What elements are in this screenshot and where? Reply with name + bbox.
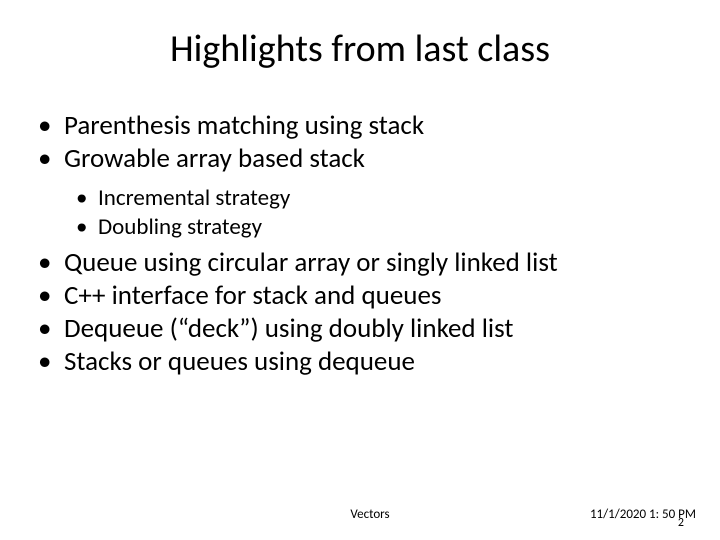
bullet-list: Queue using circular array or singly lin…	[30, 247, 690, 379]
list-item: Dequeue (“deck”) using doubly linked lis…	[38, 313, 690, 346]
list-item: Queue using circular array or singly lin…	[38, 247, 690, 280]
slide-title: Highlights from last class	[30, 26, 690, 72]
slide: Highlights from last class Parenthesis m…	[0, 0, 720, 540]
list-item: Doubling strategy	[76, 213, 690, 242]
bullet-list: Parenthesis matching using stack Growabl…	[30, 110, 690, 176]
page-number: 2	[678, 516, 684, 530]
sub-bullet-list: Incremental strategy Doubling strategy	[30, 184, 690, 242]
list-item: Incremental strategy	[76, 184, 690, 213]
list-item: Stacks or queues using dequeue	[38, 346, 690, 379]
list-item: C++ interface for stack and queues	[38, 280, 690, 313]
footer-label: Vectors	[350, 507, 389, 522]
list-item: Growable array based stack	[38, 143, 690, 176]
list-item: Parenthesis matching using stack	[38, 110, 690, 143]
